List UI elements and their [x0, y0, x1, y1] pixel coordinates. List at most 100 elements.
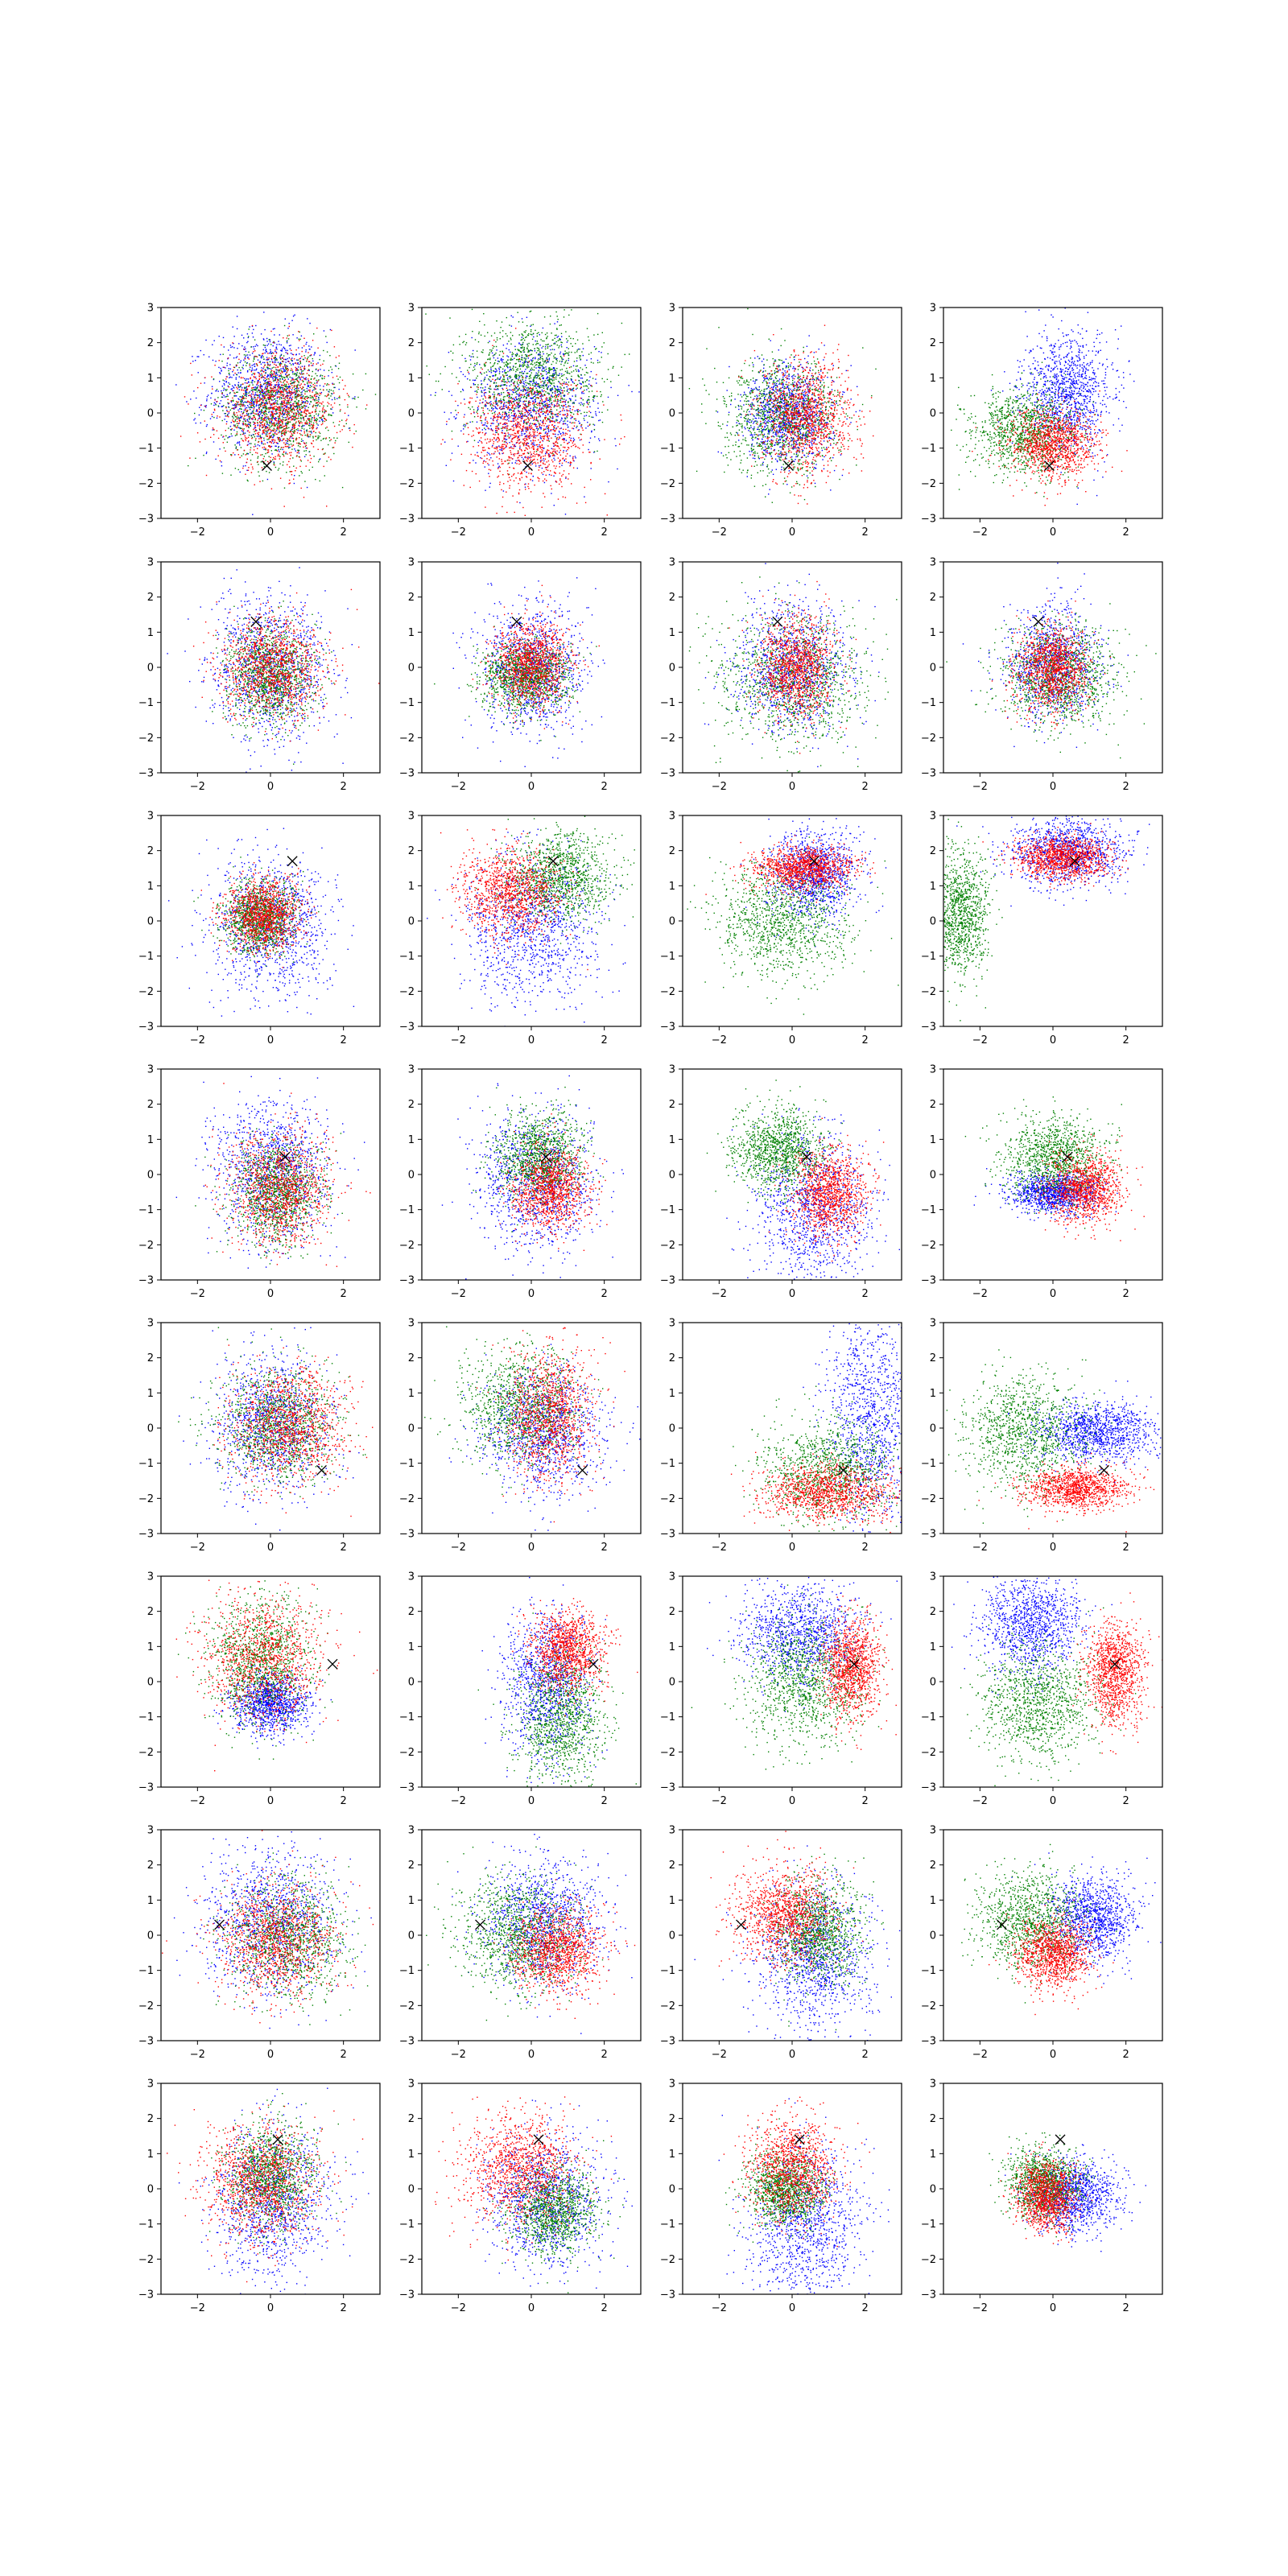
data-point — [266, 338, 267, 339]
data-point — [225, 390, 226, 391]
data-point — [323, 406, 324, 407]
data-point — [309, 375, 310, 376]
data-point — [501, 358, 502, 359]
data-point — [508, 420, 509, 421]
data-point — [265, 387, 266, 388]
data-point — [547, 400, 548, 401]
data-point — [301, 356, 302, 357]
data-point — [302, 366, 303, 367]
data-point — [315, 352, 316, 353]
data-point — [278, 369, 279, 370]
data-point — [315, 385, 316, 386]
data-point — [219, 448, 220, 449]
data-point — [556, 374, 557, 375]
data-point — [295, 402, 296, 403]
data-point — [245, 439, 246, 440]
data-point — [488, 369, 489, 370]
data-point — [261, 367, 262, 368]
data-point — [223, 354, 224, 355]
data-point — [235, 405, 236, 406]
data-point — [259, 427, 260, 428]
data-point — [262, 447, 263, 448]
data-point — [222, 397, 223, 398]
data-point — [286, 389, 287, 390]
data-point — [224, 381, 225, 382]
data-point — [333, 447, 334, 448]
data-point — [287, 393, 288, 394]
data-point — [311, 443, 312, 444]
data-point — [253, 373, 254, 374]
data-point — [260, 374, 261, 375]
data-point — [243, 419, 244, 420]
data-point — [238, 469, 239, 470]
data-point — [270, 405, 271, 406]
data-point — [496, 398, 497, 399]
data-point — [506, 430, 507, 431]
data-point — [237, 362, 238, 363]
data-point — [304, 423, 305, 424]
data-point — [568, 352, 569, 353]
data-point — [328, 394, 329, 395]
data-point — [211, 393, 212, 394]
data-point — [238, 399, 239, 400]
data-point — [290, 391, 291, 392]
data-point — [523, 363, 524, 364]
data-point — [258, 432, 259, 433]
data-point — [290, 405, 291, 406]
data-point — [511, 410, 512, 411]
data-point — [239, 420, 240, 421]
data-point — [299, 466, 300, 467]
data-point — [269, 422, 270, 423]
data-point — [566, 368, 567, 369]
data-point — [345, 420, 346, 421]
data-point — [299, 430, 300, 431]
data-point — [260, 403, 261, 404]
data-point — [294, 358, 295, 359]
data-point — [501, 400, 502, 401]
data-point — [286, 402, 287, 403]
data-point — [327, 395, 328, 396]
data-point — [233, 430, 234, 431]
data-point — [315, 411, 316, 412]
data-point — [279, 456, 280, 457]
data-point — [244, 347, 245, 348]
data-point — [558, 434, 559, 435]
data-point — [251, 387, 252, 388]
data-point — [298, 360, 299, 361]
data-point — [261, 403, 262, 404]
data-point — [322, 421, 323, 422]
data-point — [252, 405, 253, 406]
data-point — [264, 329, 265, 330]
data-point — [243, 423, 244, 424]
data-point — [313, 427, 314, 428]
data-point — [341, 419, 342, 420]
data-point — [252, 382, 253, 383]
data-point — [286, 384, 287, 385]
data-point — [538, 392, 539, 393]
data-point — [591, 468, 592, 469]
data-point — [313, 363, 314, 364]
data-point — [292, 387, 293, 388]
data-point — [604, 342, 605, 343]
data-point — [271, 375, 272, 376]
data-point — [617, 395, 618, 396]
data-point — [239, 427, 240, 428]
data-point — [464, 426, 465, 427]
data-point — [285, 368, 286, 369]
data-point — [284, 384, 285, 385]
data-point — [549, 474, 550, 475]
data-point — [534, 410, 535, 411]
data-point — [287, 421, 288, 422]
data-point — [315, 405, 316, 406]
data-point — [517, 406, 518, 407]
data-point — [347, 404, 348, 405]
data-point — [276, 402, 277, 403]
data-point — [334, 397, 335, 398]
data-point — [540, 428, 541, 429]
data-point — [295, 349, 296, 350]
data-point — [342, 429, 343, 430]
data-point — [287, 404, 288, 405]
data-point — [322, 411, 323, 412]
data-point — [280, 364, 281, 365]
data-point — [264, 383, 265, 384]
